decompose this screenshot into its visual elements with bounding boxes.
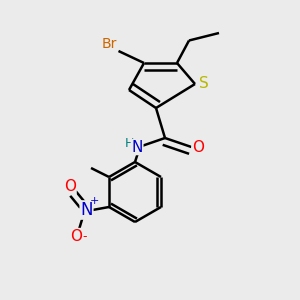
Text: H: H (124, 137, 134, 150)
Text: N: N (131, 140, 143, 154)
Text: S: S (199, 76, 208, 92)
Text: O: O (64, 179, 76, 194)
Text: Br: Br (102, 37, 117, 50)
Text: O: O (70, 229, 82, 244)
Text: O: O (192, 140, 204, 154)
Text: -: - (82, 230, 87, 243)
Text: N: N (80, 201, 93, 219)
Text: +: + (89, 196, 99, 206)
